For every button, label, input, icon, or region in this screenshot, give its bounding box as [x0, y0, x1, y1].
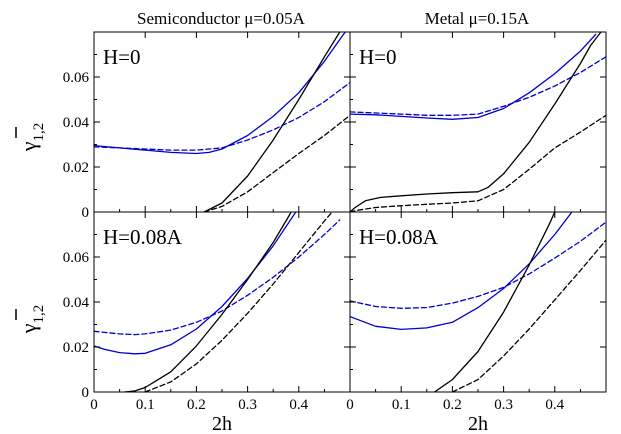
x-tick-label: 0 [346, 397, 354, 413]
y-tick-label: 0 [82, 385, 90, 401]
y-axis-label-top: γ1,2 [16, 123, 47, 152]
y-tick-label: 0 [82, 205, 90, 221]
x-tick-label: 0.4 [545, 397, 564, 413]
series-black-solid-line [433, 212, 556, 392]
x-tick-label: 0.3 [238, 397, 257, 413]
y-axis-label-bottom: γ1,2 [16, 305, 47, 334]
panel-1: 0 0.02 0.04 0.06 H=0 [63, 31, 351, 221]
svg-text:γ1,2: γ1,2 [16, 305, 47, 334]
x-tick-label: 0.1 [136, 397, 155, 413]
x-tick-label: 0.4 [289, 397, 308, 413]
y-tick-label: 0.02 [63, 160, 89, 176]
x-tick-label: 0 [90, 397, 98, 413]
panel-curves [94, 32, 350, 212]
series-blue-solid-line [350, 33, 597, 120]
series-black-dashed-line [451, 239, 606, 392]
y-tick-label: 0.04 [63, 115, 90, 131]
panel-curves [350, 212, 606, 392]
series-blue-dashed-line [94, 219, 341, 336]
series-black-solid-line [350, 32, 602, 212]
panel-curves [350, 32, 606, 212]
panel-4: 0 0.1 0.2 0.3 0.4 H=0.08A [346, 211, 607, 413]
panel-label: H=0 [359, 45, 397, 69]
y-axis-label-gamma: γ [16, 141, 41, 152]
y-tick-label: 0.02 [63, 340, 89, 356]
panel-label: H=0.08A [359, 225, 439, 249]
series-black-solid-line [203, 32, 341, 212]
panel-label: H=0.08A [103, 225, 183, 249]
y-axis-label-subscript: 1,2 [31, 123, 47, 142]
x-axis-label-left: 2h [212, 413, 232, 434]
series-black-dashed-line [144, 212, 333, 392]
series-black-solid-line [124, 212, 292, 392]
y-tick-label: 0.06 [63, 70, 90, 86]
panel-label: H=0 [103, 45, 141, 69]
panels: 00.020.040.06H=0 H=000.020.040.060 0.1 0.2 0… [63, 31, 607, 413]
panel-curves [94, 212, 341, 392]
x-tick-label: 0.1 [392, 397, 411, 413]
panel-2: H=0 [349, 31, 607, 213]
panel-3: 0 0.02 0.04 0.06 0 0.1 0.2 0.3 0.4 H=0.08A [63, 211, 351, 413]
series-blue-dashed-line [350, 56, 606, 116]
x-tick-label: 0.2 [443, 397, 462, 413]
series-blue-solid-line [350, 212, 573, 331]
series-blue-dashed-line [350, 221, 606, 309]
y-tick-label: 0.06 [63, 250, 90, 266]
series-blue-dashed-line [94, 81, 350, 151]
y-tick-label: 0.04 [63, 295, 90, 311]
column-title-semiconductor: Semiconductor μ=0.05A [137, 9, 306, 28]
series-black-dashed-line [203, 114, 350, 212]
y-axis-label-subscript: 1,2 [31, 305, 47, 324]
x-tick-label: 0.2 [187, 397, 206, 413]
svg-text:γ1,2: γ1,2 [16, 123, 47, 152]
y-axis-label-gamma: γ [16, 323, 41, 334]
x-axis-label-right: 2h [468, 413, 488, 434]
x-tick-label: 0.3 [494, 397, 513, 413]
column-title-metal: Metal μ=0.15A [425, 9, 530, 28]
series-black-dashed-line [350, 114, 606, 212]
series-blue-solid-line [94, 32, 346, 155]
